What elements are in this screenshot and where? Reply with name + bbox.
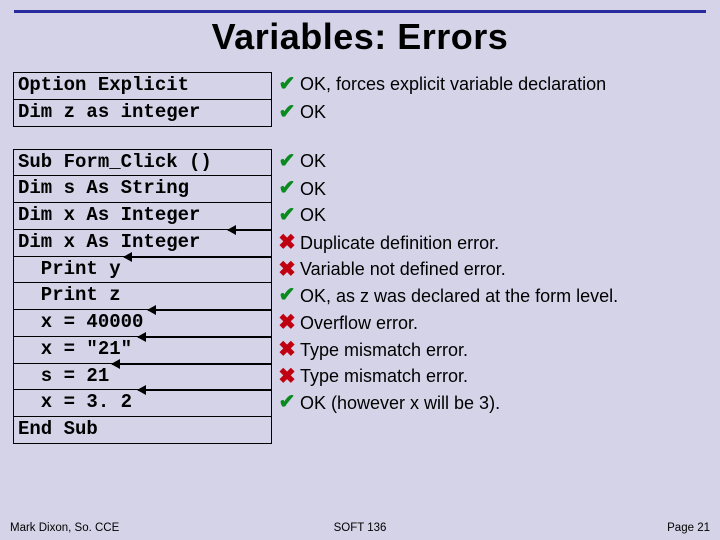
note-cell: ✖ Overflow error. — [272, 310, 706, 336]
arrow-icon — [138, 389, 272, 391]
check-icon: ✔ — [274, 390, 300, 415]
table-row: x = 3. 2 ✔ OK (however x will be 3). — [14, 390, 706, 417]
note-text: Variable not defined error. — [300, 258, 506, 281]
check-icon: ✔ — [274, 203, 300, 228]
cross-icon: ✖ — [274, 230, 300, 256]
table-row: Dim z as integer ✔ OK — [14, 100, 706, 127]
cross-icon: ✖ — [274, 257, 300, 283]
table-row: Print y ✖ Variable not defined error. — [14, 257, 706, 284]
header-rule — [14, 10, 706, 13]
check-icon: ✔ — [274, 149, 300, 174]
note-text: OK — [300, 101, 326, 124]
note-cell: ✖ Type mismatch error. — [272, 364, 706, 390]
table-row: Print z ✔ OK, as z was declared at the f… — [14, 283, 706, 310]
table-row: Dim s As String ✔ OK — [14, 176, 706, 203]
note-cell: ✔ OK — [272, 149, 706, 174]
table-row: x = 40000 ✖ Overflow error. — [14, 310, 706, 337]
check-icon: ✔ — [274, 72, 300, 97]
code-cell: Print y — [14, 257, 272, 284]
note-cell: ✔ OK, as z was declared at the form leve… — [272, 283, 706, 308]
cross-icon: ✖ — [274, 364, 300, 390]
cross-icon: ✖ — [274, 337, 300, 363]
arrow-icon — [124, 256, 272, 258]
note-cell: ✔ OK — [272, 100, 706, 125]
note-cell: ✔ OK — [272, 176, 706, 201]
check-icon: ✔ — [274, 283, 300, 308]
content-area: Option Explicit ✔ OK, forces explicit va… — [14, 72, 706, 500]
note-text: OK, forces explicit variable declaration — [300, 73, 606, 96]
note-text: OK (however x will be 3). — [300, 392, 500, 415]
code-cell: Dim s As String — [14, 176, 272, 203]
note-text: OK, as z was declared at the form level. — [300, 285, 618, 308]
arrow-icon — [148, 309, 272, 311]
note-text: Type mismatch error. — [300, 365, 468, 388]
note-cell: ✔ OK — [272, 203, 706, 228]
footer-right: Page 21 — [667, 522, 710, 534]
note-cell: ✖ Type mismatch error. — [272, 337, 706, 363]
note-cell: ✖ Variable not defined error. — [272, 257, 706, 283]
table-row: Sub Form_Click () ✔ OK — [14, 149, 706, 177]
arrow-icon — [228, 229, 272, 231]
cross-icon: ✖ — [274, 310, 300, 336]
table-row: s = 21 ✖ Type mismatch error. — [14, 364, 706, 391]
check-icon: ✔ — [274, 176, 300, 201]
page-title: Variables: Errors — [0, 16, 720, 58]
note-cell: ✔ OK (however x will be 3). — [272, 390, 706, 415]
note-text: Overflow error. — [300, 312, 418, 335]
note-cell: ✔ OK, forces explicit variable declarati… — [272, 72, 706, 97]
footer: Mark Dixon, So. CCE SOFT 136 Page 21 — [10, 522, 710, 534]
footer-center: SOFT 136 — [334, 522, 387, 534]
note-text: OK — [300, 204, 326, 227]
code-cell: End Sub — [14, 417, 272, 444]
table-row: Dim x As Integer ✔ OK — [14, 203, 706, 230]
code-cell: Option Explicit — [14, 72, 272, 100]
code-cell: Dim z as integer — [14, 100, 272, 127]
note-cell: ✖ Duplicate definition error. — [272, 230, 706, 256]
table-row: Option Explicit ✔ OK, forces explicit va… — [14, 72, 706, 100]
arrow-icon — [112, 363, 272, 365]
note-text: Duplicate definition error. — [300, 232, 499, 255]
arrow-icon — [138, 336, 272, 338]
note-text: OK — [300, 178, 326, 201]
table-row: Dim x As Integer ✖ Duplicate definition … — [14, 230, 706, 257]
code-cell: Sub Form_Click () — [14, 149, 272, 177]
footer-left: Mark Dixon, So. CCE — [10, 522, 119, 534]
note-text: Type mismatch error. — [300, 339, 468, 362]
code-cell: Print z — [14, 283, 272, 310]
note-text: OK — [300, 150, 326, 173]
table-row: End Sub — [14, 417, 706, 444]
check-icon: ✔ — [274, 100, 300, 125]
